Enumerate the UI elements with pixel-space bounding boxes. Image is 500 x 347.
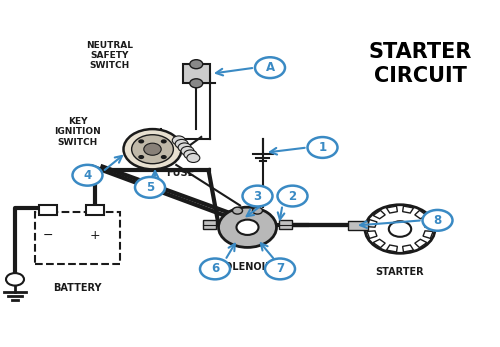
Text: 5: 5	[146, 181, 154, 194]
Circle shape	[175, 139, 188, 149]
Text: 6: 6	[211, 262, 219, 276]
Bar	[182, 64, 210, 83]
Circle shape	[252, 207, 262, 214]
Circle shape	[218, 207, 276, 247]
Polygon shape	[402, 245, 413, 252]
Text: STARTER
CIRCUIT: STARTER CIRCUIT	[368, 42, 472, 86]
Polygon shape	[423, 231, 433, 238]
Circle shape	[190, 79, 203, 88]
Circle shape	[138, 139, 144, 143]
Circle shape	[265, 259, 295, 279]
Circle shape	[242, 186, 272, 206]
Bar	[348, 221, 368, 230]
Polygon shape	[386, 245, 398, 252]
Text: NEUTRAL
SAFETY
SWITCH: NEUTRAL SAFETY SWITCH	[86, 41, 134, 70]
Circle shape	[181, 146, 194, 155]
Polygon shape	[386, 206, 398, 213]
Text: FUSE: FUSE	[166, 169, 194, 178]
Circle shape	[278, 186, 308, 206]
Circle shape	[184, 150, 197, 159]
Circle shape	[389, 221, 411, 237]
Polygon shape	[423, 220, 433, 227]
Text: 1: 1	[318, 141, 326, 154]
Polygon shape	[373, 210, 385, 219]
Circle shape	[135, 177, 165, 198]
Text: BATTERY: BATTERY	[53, 283, 102, 293]
Circle shape	[365, 205, 435, 253]
Bar	[35, 212, 120, 264]
Circle shape	[144, 143, 161, 155]
Bar	[86, 205, 104, 215]
Text: A: A	[266, 61, 274, 74]
Polygon shape	[367, 231, 377, 238]
Circle shape	[255, 57, 285, 78]
Circle shape	[200, 259, 230, 279]
Text: 7: 7	[276, 262, 284, 276]
Polygon shape	[415, 239, 427, 248]
Text: +: +	[90, 229, 101, 242]
Text: 2: 2	[288, 189, 296, 203]
Text: KEY
IGNITION
SWITCH: KEY IGNITION SWITCH	[54, 117, 101, 147]
Text: STARTER: STARTER	[376, 268, 424, 277]
Circle shape	[236, 220, 258, 235]
Bar	[203, 220, 216, 229]
Circle shape	[161, 139, 167, 143]
Circle shape	[422, 210, 452, 231]
Text: 3: 3	[254, 189, 262, 203]
Polygon shape	[402, 206, 413, 213]
Polygon shape	[373, 239, 385, 248]
Polygon shape	[367, 220, 377, 227]
Circle shape	[190, 60, 203, 69]
Bar	[279, 220, 292, 229]
Circle shape	[132, 135, 173, 164]
Text: 4: 4	[84, 169, 92, 182]
Polygon shape	[415, 210, 427, 219]
Text: −: −	[42, 229, 53, 242]
Text: SOLENOID: SOLENOID	[217, 262, 273, 272]
Circle shape	[178, 143, 191, 152]
Circle shape	[232, 207, 242, 214]
Circle shape	[161, 155, 167, 159]
Circle shape	[138, 155, 144, 159]
Circle shape	[308, 137, 338, 158]
Text: 8: 8	[434, 214, 442, 227]
Circle shape	[187, 153, 200, 162]
Circle shape	[172, 136, 185, 145]
Bar	[38, 205, 56, 215]
Circle shape	[72, 165, 102, 186]
Circle shape	[124, 129, 182, 169]
Circle shape	[6, 273, 24, 286]
